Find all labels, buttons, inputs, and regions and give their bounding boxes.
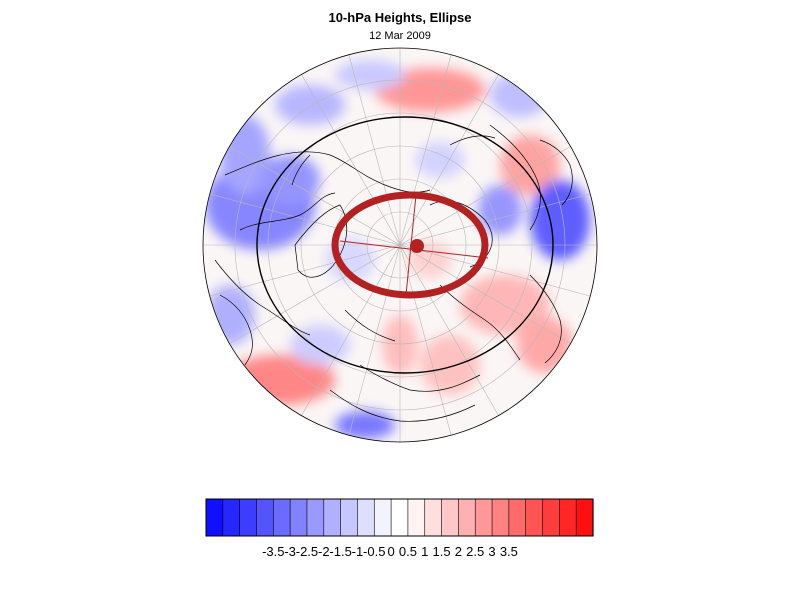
colorbar-tick-label: 2.5 [466, 544, 484, 559]
colorbar-swatch [542, 498, 560, 537]
colorbar-swatch [306, 498, 325, 537]
polar-vortex-ellipse [331, 191, 489, 299]
colorbar-swatch [340, 498, 359, 537]
colorbar-swatches [205, 498, 594, 537]
colorbar-tick-label: -3.5 [262, 544, 284, 559]
colorbar-tick-label: 3.5 [500, 544, 518, 559]
colorbar-swatch [390, 498, 409, 537]
colorbar-labels: -3.5 -3 -2.5 -2 -1.5 -1 -0.5 0 0.5 1 1.5 2 2.5 3 3.5 [262, 544, 518, 559]
colorbar-tick-label: -3 [284, 544, 296, 559]
colorbar-swatch [373, 498, 392, 537]
colorbar-swatch [458, 498, 476, 537]
colorbar-tick-label: 0.5 [399, 544, 417, 559]
colorbar-swatch [239, 498, 258, 537]
colorbar-swatch [575, 498, 594, 537]
colorbar-swatch [441, 498, 460, 537]
map-date: 12 Mar 2009 [369, 30, 431, 42]
colorbar-swatch [424, 498, 443, 537]
colorbar-tick-label: -0.5 [363, 544, 385, 559]
colorbar-swatch [559, 498, 577, 537]
colorbar-tick-label: 1 [421, 544, 428, 559]
colorbar: -3.5 -3 -2.5 -2 -1.5 -1 -0.5 0 0.5 1 1.5 2 2.5 3 3.5 [205, 498, 594, 559]
colorbar-swatch [508, 498, 527, 537]
colorbar-tick-label: -1 [352, 544, 364, 559]
colorbar-swatch [407, 498, 426, 537]
colorbar-swatch [273, 498, 291, 537]
colorbar-tick-label: 0 [387, 544, 394, 559]
colorbar-swatch [357, 498, 375, 537]
vortex-center-marker [410, 239, 424, 253]
colorbar-swatch [205, 498, 224, 537]
colorbar-tick-label: -2 [318, 544, 330, 559]
colorbar-swatch [289, 498, 308, 537]
colorbar-swatch [491, 498, 510, 537]
colorbar-swatch [525, 498, 544, 537]
reference-contour [256, 116, 554, 374]
colorbar-tick-label: 3 [488, 544, 495, 559]
graticule [203, 48, 597, 442]
map-border [202, 47, 598, 443]
map-title: 10-hPa Heights, Ellipse [328, 10, 472, 25]
colorbar-tick-label: -1.5 [329, 544, 351, 559]
polar-map [202, 47, 598, 443]
colorbar-swatch [222, 498, 241, 537]
colorbar-tick-label: 2 [455, 544, 462, 559]
colorbar-swatch [256, 498, 274, 537]
colorbar-tick-label: 1.5 [433, 544, 451, 559]
colorbar-swatch [474, 498, 493, 537]
colorbar-frame [205, 498, 594, 537]
colorbar-swatch [323, 498, 342, 537]
colorbar-tick-label: -2.5 [296, 544, 318, 559]
